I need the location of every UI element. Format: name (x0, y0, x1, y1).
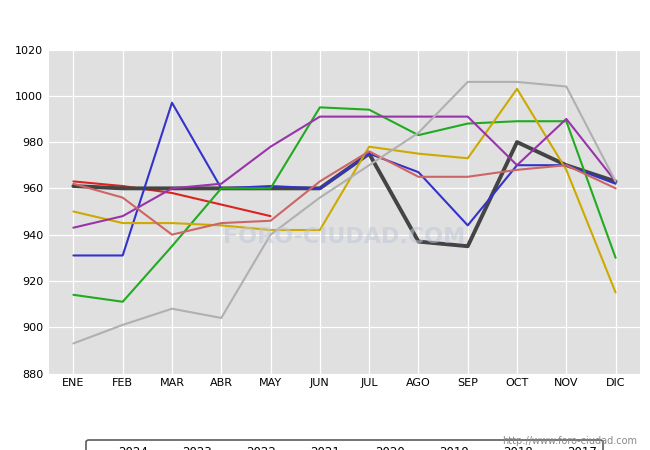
Text: Afiliados en Touro a 31/5/2024: Afiliados en Touro a 31/5/2024 (193, 12, 457, 30)
Legend: 2024, 2023, 2022, 2021, 2020, 2019, 2018, 2017: 2024, 2023, 2022, 2021, 2020, 2019, 2018… (86, 440, 603, 450)
Text: FORO-CIUDAD.COM: FORO-CIUDAD.COM (224, 227, 465, 248)
Text: http://www.foro-ciudad.com: http://www.foro-ciudad.com (502, 436, 637, 446)
